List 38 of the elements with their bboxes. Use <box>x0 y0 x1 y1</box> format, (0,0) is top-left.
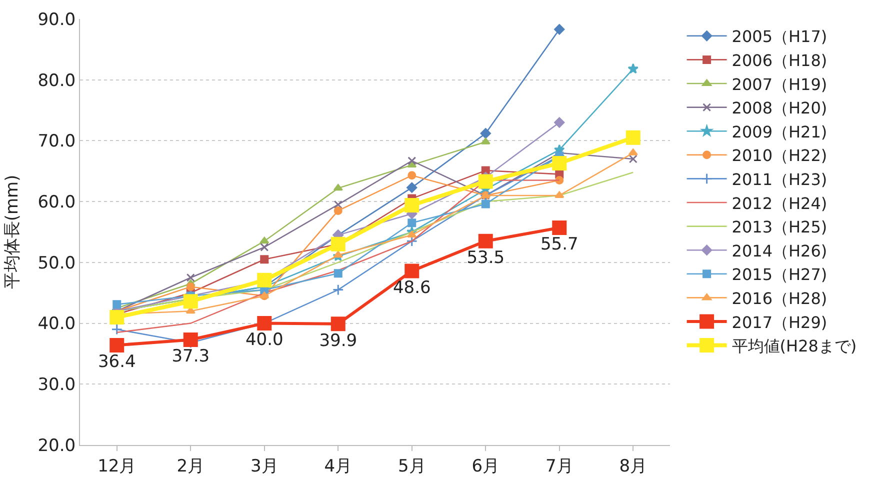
data-label: 39.9 <box>319 330 358 351</box>
y-tick-label: 70.0 <box>38 132 76 152</box>
x-tick-label: 7月 <box>545 456 574 476</box>
legend-label: 2005（H17) <box>732 27 828 46</box>
y-tick-label: 30.0 <box>38 375 76 396</box>
x-tick-label: 5月 <box>398 456 426 476</box>
legend-label: 2012（H24) <box>732 194 828 213</box>
x-tick-label: 6月 <box>472 456 500 476</box>
legend-label: 平均値(H28まで) <box>732 336 857 356</box>
legend-label: 2014（H26) <box>732 241 828 260</box>
x-tick-label: 2月 <box>176 456 205 476</box>
x-tick-label: 12月 <box>98 456 136 476</box>
legend-label: 2016（H28) <box>732 288 828 308</box>
legend-label: 2006（H18) <box>732 50 828 70</box>
legend-label: 2009（H21) <box>732 122 828 142</box>
x-tick-label: 4月 <box>324 456 352 476</box>
x-tick-label: 3月 <box>250 456 278 476</box>
data-label: 37.3 <box>172 346 210 367</box>
y-tick-label: 60.0 <box>38 192 76 213</box>
data-label: 53.5 <box>466 248 505 268</box>
legend-label: 2013（H25) <box>732 218 828 237</box>
y-tick-label: 90.0 <box>38 10 76 30</box>
legend-label: 2011（H23) <box>732 170 828 189</box>
legend-label: 2015（H27) <box>732 265 828 284</box>
legend-label: 2007（H19) <box>732 74 828 94</box>
data-label: 48.6 <box>392 278 431 298</box>
data-label: 36.4 <box>98 352 136 372</box>
x-tick-label: 8月 <box>619 456 648 476</box>
y-tick-label: 40.0 <box>38 314 76 334</box>
y-tick-label: 20.0 <box>38 436 76 456</box>
legend-label: 2008（H20) <box>732 98 828 118</box>
data-label: 55.7 <box>540 234 578 255</box>
legend-label: 2010（H22) <box>732 146 828 166</box>
legend-label: 2017（H29) <box>732 312 828 332</box>
data-label: 40.0 <box>245 330 284 350</box>
y-tick-label: 80.0 <box>38 70 76 91</box>
y-tick-label: 50.0 <box>38 253 76 274</box>
y-axis-title: 平均体長(mm) <box>2 174 22 290</box>
